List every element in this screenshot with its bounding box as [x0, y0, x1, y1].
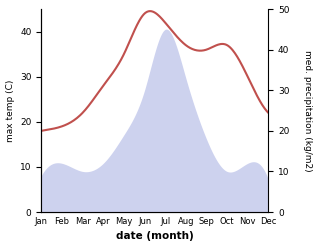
X-axis label: date (month): date (month): [116, 231, 194, 242]
Y-axis label: med. precipitation (kg/m2): med. precipitation (kg/m2): [303, 50, 313, 171]
Y-axis label: max temp (C): max temp (C): [5, 79, 15, 142]
